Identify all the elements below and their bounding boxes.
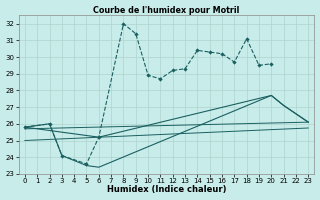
X-axis label: Humidex (Indice chaleur): Humidex (Indice chaleur): [107, 185, 226, 194]
Title: Courbe de l'humidex pour Motril: Courbe de l'humidex pour Motril: [93, 6, 240, 15]
